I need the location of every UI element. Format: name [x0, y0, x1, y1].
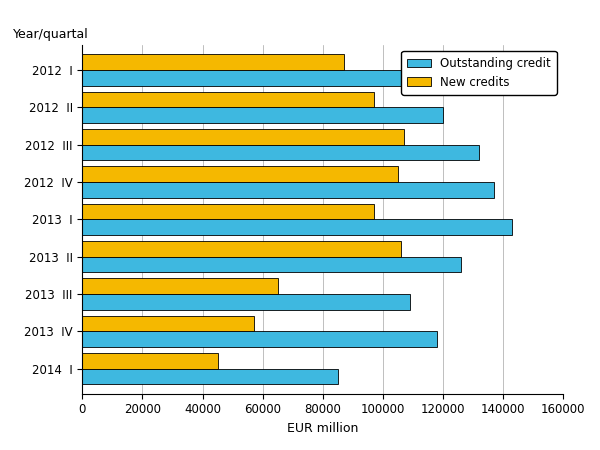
- Bar: [82, 294, 410, 310]
- Bar: [82, 204, 374, 219]
- Bar: [82, 145, 479, 160]
- Bar: [82, 219, 512, 235]
- Bar: [82, 315, 254, 331]
- Bar: [82, 256, 461, 272]
- Bar: [82, 182, 494, 198]
- Bar: [82, 166, 398, 182]
- Bar: [82, 241, 401, 256]
- Bar: [82, 129, 404, 145]
- Bar: [82, 331, 437, 347]
- Legend: Outstanding credit, New credits: Outstanding credit, New credits: [401, 51, 557, 94]
- Bar: [82, 278, 278, 294]
- Text: Year/quartal: Year/quartal: [13, 28, 89, 41]
- Bar: [82, 54, 344, 70]
- Bar: [82, 92, 374, 108]
- Bar: [82, 369, 338, 384]
- Bar: [82, 70, 467, 86]
- X-axis label: EUR million: EUR million: [287, 422, 358, 435]
- Bar: [82, 353, 218, 369]
- Bar: [82, 108, 443, 123]
